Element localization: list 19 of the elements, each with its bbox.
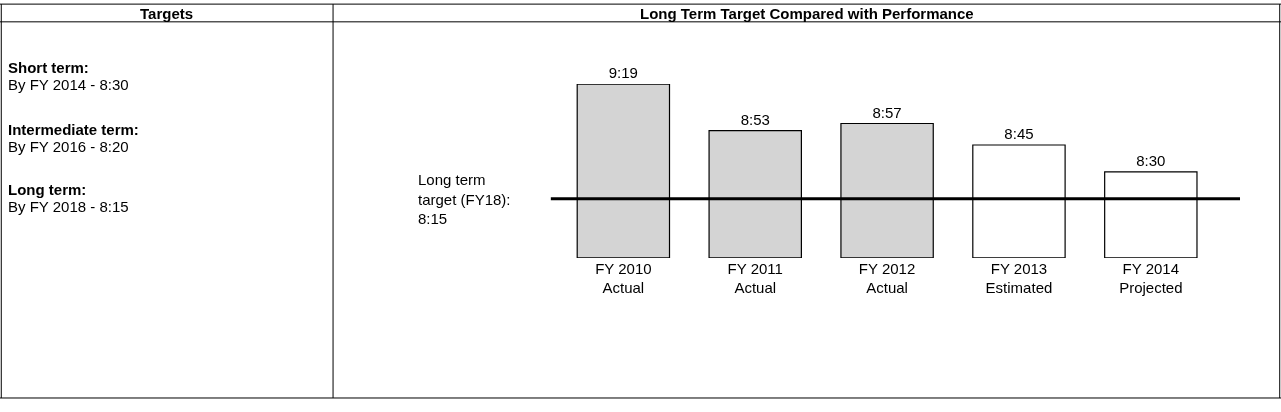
text: By FY 2018 - 8:15 bbox=[8, 198, 129, 215]
ref-line-label: Long term target (FY18): 8:15 bbox=[418, 171, 511, 227]
x-tick-label: FY 2014 Projected bbox=[1119, 259, 1183, 297]
text: By FY 2014 - 8:30 bbox=[8, 76, 129, 93]
text: Long term: bbox=[8, 181, 87, 198]
chart-title: Long Term Target Compared with Performance bbox=[640, 5, 974, 22]
x-tick-label: FY 2012 Actual bbox=[858, 259, 916, 297]
text: By FY 2016 - 8:20 bbox=[8, 138, 129, 155]
x-tick-label: FY 2011 Actual bbox=[727, 259, 783, 297]
data-label: 8:53 bbox=[740, 110, 770, 128]
data-label: 8:45 bbox=[1004, 125, 1034, 143]
x-tick-label: FY 2010 Actual bbox=[595, 259, 652, 297]
data-label: 8:30 bbox=[1136, 151, 1166, 169]
text: Short term: bbox=[8, 59, 89, 76]
data-label: 8:57 bbox=[872, 103, 902, 121]
text: Intermediate term: bbox=[8, 121, 139, 138]
text: Targets bbox=[140, 5, 194, 22]
x-tick-label: FY 2013 Estimated bbox=[985, 259, 1053, 297]
data-label: 9:19 bbox=[608, 64, 638, 82]
